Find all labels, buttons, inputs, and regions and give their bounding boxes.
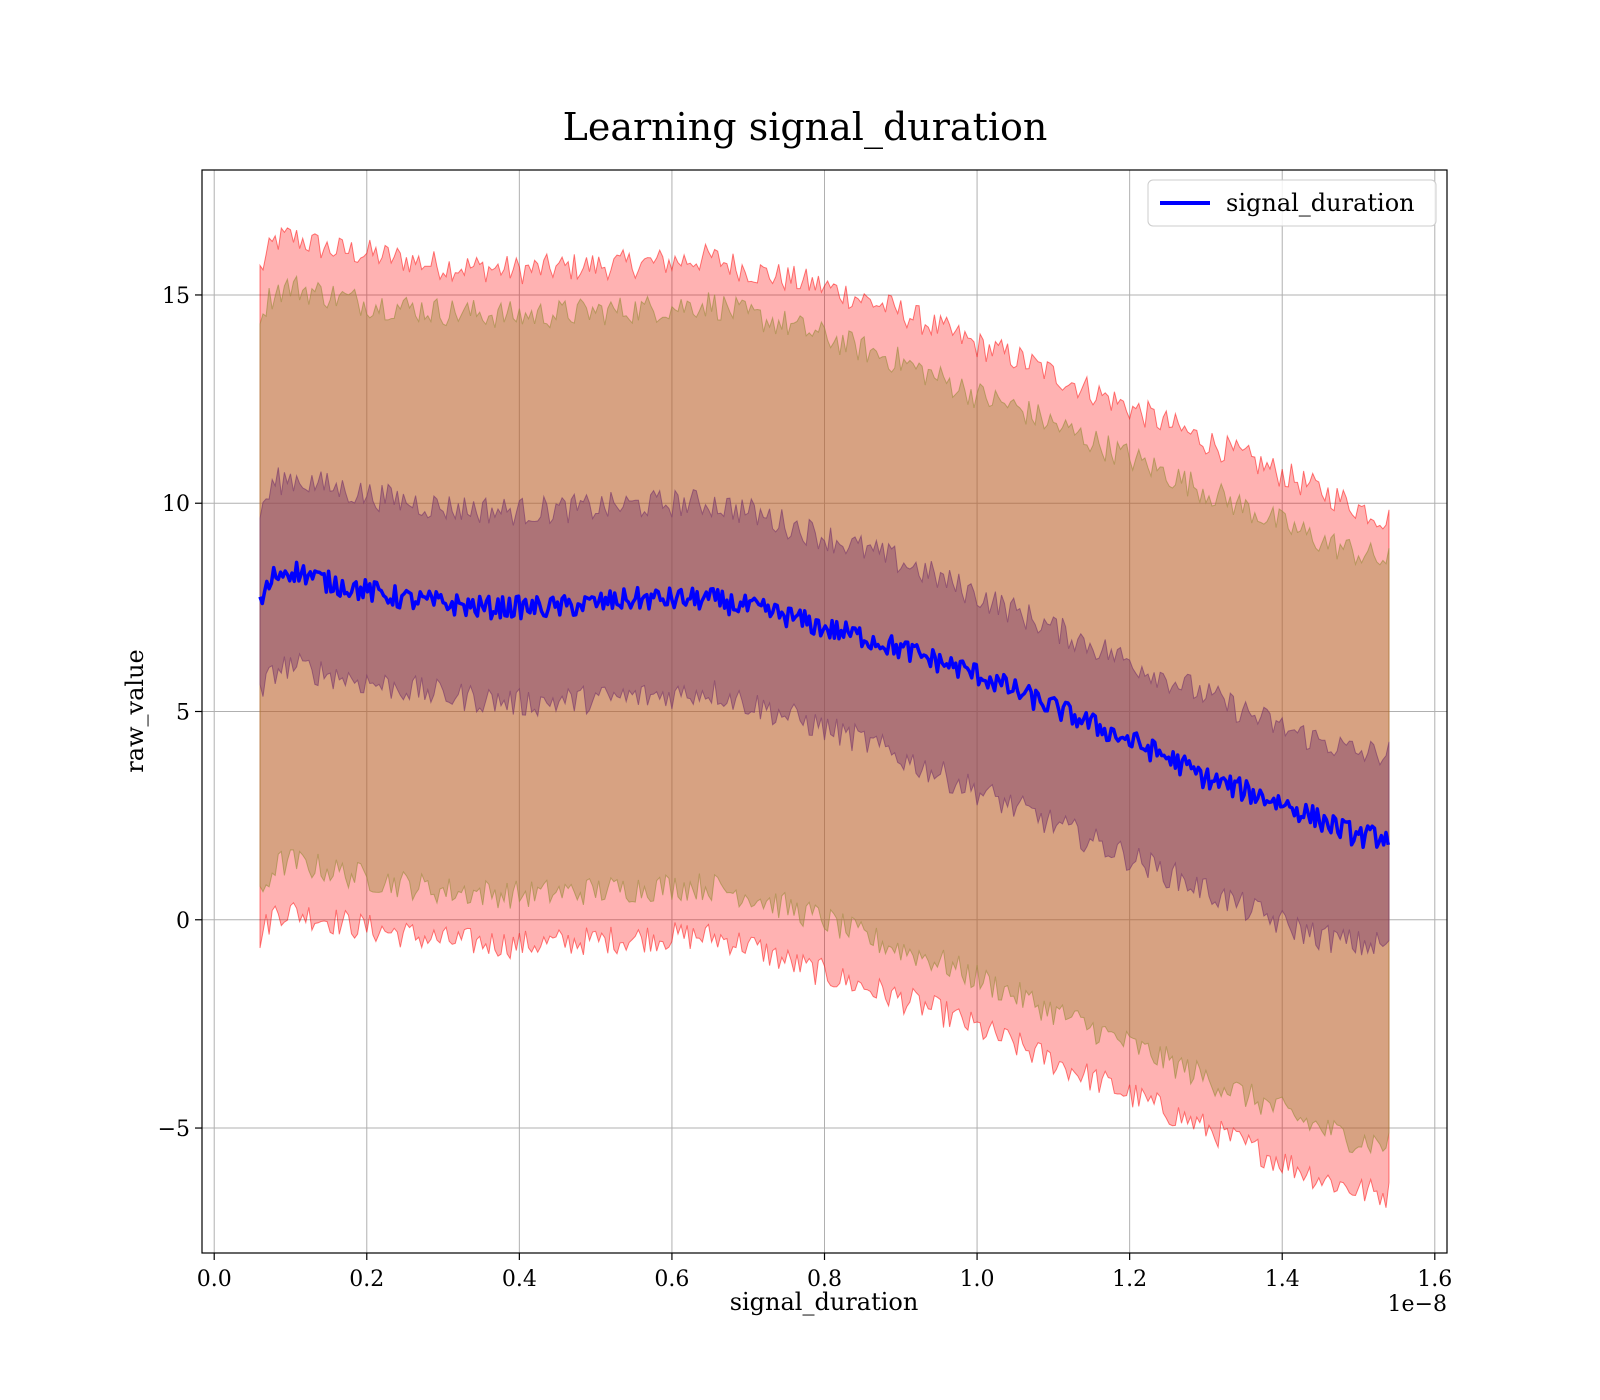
x-tick-label: 0.8	[807, 1267, 842, 1292]
series	[258, 560, 1391, 850]
x-axis-label: signal_duration	[730, 1288, 919, 1316]
x-tick-label: 1.2	[1112, 1267, 1147, 1292]
chart-title: Learning signal_duration	[563, 105, 1048, 150]
legend-label: signal_duration	[1226, 189, 1415, 217]
x-tick-label: 0.4	[502, 1267, 537, 1292]
y-axis-label: raw_value	[121, 649, 149, 773]
y-tick-label: 5	[176, 701, 190, 726]
ticks: 0.0 0.2 0.4 0.6 0.8 1.0 1.2 1.4 1.6 −5 0 5 10 15	[158, 284, 1453, 1292]
grid	[202, 170, 1447, 1253]
x-offset-label: 1e−8	[1388, 1292, 1447, 1317]
band-outer	[259, 226, 1390, 1208]
legend-box	[1147, 179, 1437, 227]
x-tick-label: 0.0	[197, 1267, 232, 1292]
band-middle	[259, 274, 1390, 1155]
y-tick-label: 15	[162, 284, 190, 309]
x-tick-label: 1.4	[1265, 1267, 1300, 1292]
x-tick-label: 0.2	[349, 1267, 384, 1292]
bands	[259, 226, 1390, 1208]
y-tick-label: 0	[176, 909, 190, 934]
y-tick-label: 10	[162, 492, 190, 517]
x-tick-label: 0.6	[654, 1267, 689, 1292]
series-line-signal_duration	[258, 560, 1391, 850]
y-tick-label: −5	[158, 1117, 190, 1142]
x-tick-label: 1.6	[1417, 1267, 1452, 1292]
band-inner	[259, 467, 1390, 956]
legend: signal_duration	[1147, 179, 1437, 227]
plot-area: 0.0 0.2 0.4 0.6 0.8 1.0 1.2 1.4 1.6 −5 0 5 10 15	[158, 169, 1453, 1292]
x-tick-label: 1.0	[960, 1267, 995, 1292]
